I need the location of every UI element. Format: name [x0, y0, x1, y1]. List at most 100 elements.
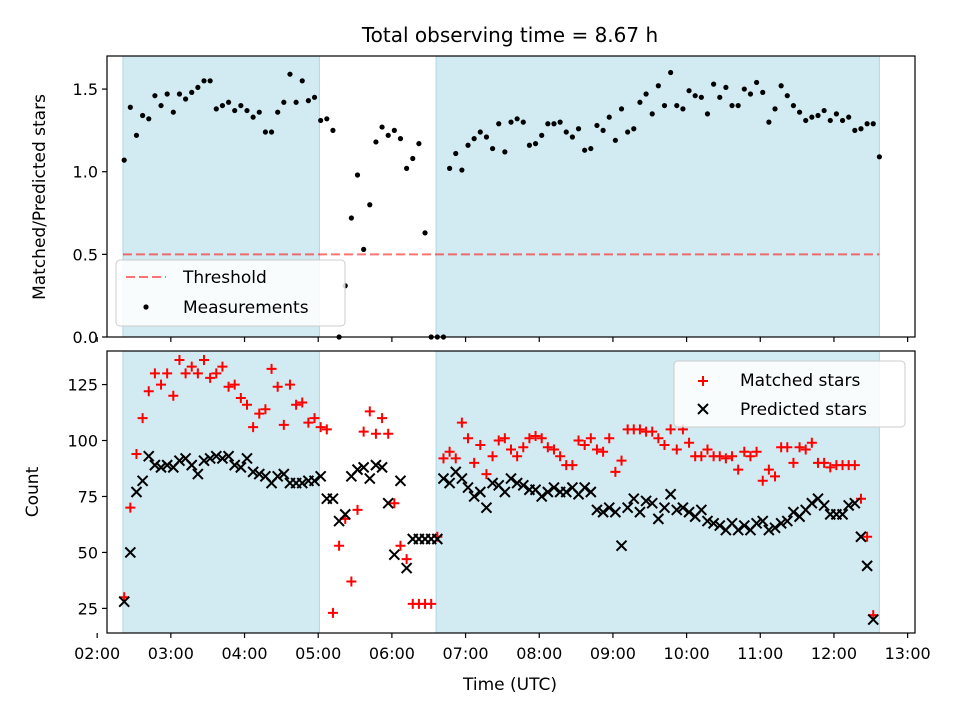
measurement-point [796, 109, 803, 115]
matched-stars-point [315, 422, 326, 433]
top-y-tick-label: 1.5 [73, 80, 98, 99]
matched-stars-point [696, 451, 707, 462]
predicted-stars-point [861, 560, 873, 572]
predicted-stars-point [364, 472, 376, 485]
matched-stars-point [518, 442, 529, 453]
measurement-point [514, 116, 520, 122]
predicted-stars-point [192, 468, 204, 480]
matched-stars-point [862, 531, 873, 542]
matched-stars-point [131, 448, 142, 459]
matched-stars-point [591, 444, 602, 455]
matched-stars-point [659, 440, 670, 450]
measurement-point [256, 109, 262, 115]
measurement-point [471, 136, 477, 142]
predicted-stars-point [867, 613, 879, 626]
matched-stars-point [370, 428, 381, 439]
measurement-point [305, 98, 311, 104]
measurement-point [361, 246, 367, 252]
measurement-point [140, 112, 146, 119]
predicted-stars-point [351, 463, 364, 476]
x-tick-label: 10:00 [664, 644, 710, 663]
predicted-stars-point [615, 540, 628, 552]
predicted-stars-point [707, 517, 720, 530]
measurement-point [152, 93, 158, 99]
measurement-point [625, 129, 631, 135]
predicted-stars-point [781, 515, 793, 527]
measurement-point [760, 89, 766, 95]
measurement-point [189, 89, 195, 95]
predicted-stars-point [769, 522, 781, 534]
predicted-stars-point [198, 454, 210, 467]
top-axes-frame [106, 55, 916, 338]
measurement-point [477, 129, 483, 135]
matched-stars-point [162, 368, 173, 379]
x-tick-label: 03:00 [148, 644, 194, 663]
predicted-stars-point [468, 490, 480, 503]
measurement-point [195, 84, 201, 91]
measurement-point [674, 102, 680, 109]
measurement-point [354, 172, 361, 178]
predicted-stars-point [370, 459, 382, 471]
matched-stars-point [327, 607, 338, 618]
measurement-point [330, 127, 336, 133]
measurement-point [686, 88, 692, 94]
measurement-point [532, 141, 539, 147]
matched-stars-point [284, 379, 295, 390]
measurement-point [176, 91, 183, 97]
matched-stars-point [745, 451, 756, 462]
matched-stars-point [352, 504, 363, 515]
measurement-point [299, 78, 305, 84]
measurement-point [526, 142, 533, 148]
predicted-stars-point [376, 461, 388, 474]
measurement-point [827, 117, 833, 124]
measurement-point [594, 122, 600, 129]
measurement-point [766, 119, 772, 125]
measurement-point [293, 99, 299, 105]
matched-stars-point [487, 451, 498, 462]
measurement-point [397, 136, 404, 142]
measurement-point [225, 99, 232, 105]
matched-stars-point [395, 540, 406, 551]
matched-stars-point [671, 444, 682, 455]
measurement-point [747, 91, 754, 97]
predicted-stars-point [701, 515, 714, 527]
matched-stars-point [125, 502, 136, 513]
predicted-stars-point [296, 477, 308, 489]
matched-stars-point [604, 433, 615, 444]
predicted-stars-point [443, 477, 456, 489]
predicted-stars-point [474, 486, 487, 498]
predicted-stars-point [499, 486, 511, 498]
matched-stars-point [278, 419, 289, 430]
predicted-stars-point [603, 501, 615, 514]
matched-stars-point [782, 442, 793, 453]
matched-stars-point [456, 417, 467, 428]
measurement-point [582, 147, 588, 153]
predicted-stars-point [732, 524, 744, 536]
predicted-stars-point [671, 504, 683, 516]
measurement-point [753, 79, 760, 86]
measurement-point [655, 83, 661, 89]
predicted-stars-point [646, 497, 658, 509]
bottom-legend: Matched stars Predicted stars [673, 360, 906, 428]
matched-stars-point [542, 442, 553, 453]
measurement-point [127, 104, 133, 110]
x-tick-label: 04:00 [221, 644, 267, 663]
matched-stars-point [149, 368, 160, 379]
measurement-point [250, 114, 256, 120]
matched-stars-point [199, 354, 210, 365]
predicted-stars-point [143, 450, 155, 462]
predicted-stars-point [130, 486, 143, 498]
matched-stars-point [524, 433, 535, 444]
legend-predicted-label: Predicted stars [740, 400, 867, 420]
measurement-point [735, 102, 741, 109]
predicted-stars-point [486, 477, 499, 489]
measurement-point [551, 121, 557, 127]
measurement-point [600, 127, 606, 133]
matched-stars-point [855, 493, 866, 504]
matched-stars-point [137, 413, 148, 424]
matched-stars-point [684, 437, 695, 448]
matched-stars-point [567, 460, 578, 471]
matched-stars-point [727, 451, 738, 462]
measurement-point [729, 102, 735, 109]
bottom-y-axis-label: Count [23, 466, 43, 517]
